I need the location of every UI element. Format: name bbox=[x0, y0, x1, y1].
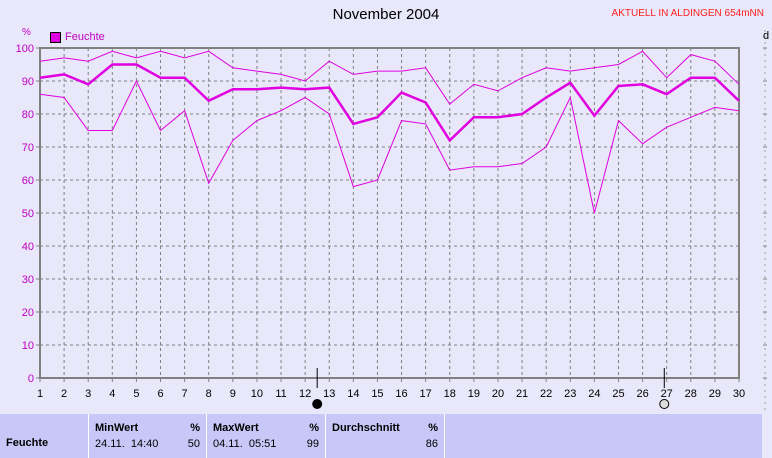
y-tick-label: 40 bbox=[22, 241, 34, 253]
x-tick-label: 3 bbox=[85, 388, 91, 400]
x-tick-label: 9 bbox=[230, 388, 236, 400]
x-tick-label: 29 bbox=[709, 388, 721, 400]
x-tick-label: 5 bbox=[133, 388, 139, 400]
y-tick-label: 90 bbox=[22, 76, 34, 88]
x-tick-label: 30 bbox=[733, 388, 745, 400]
min-time: 24.11. 14:40 bbox=[95, 438, 159, 450]
x-tick-label: 2 bbox=[61, 388, 67, 400]
max-unit: % bbox=[309, 422, 319, 434]
x-tick-label: 8 bbox=[206, 388, 212, 400]
min-value: 50 bbox=[187, 438, 200, 450]
x-tick-label: 24 bbox=[588, 388, 600, 400]
status-text: AKTUELL IN ALDINGEN 654mNN bbox=[611, 8, 764, 19]
full-moon-icon bbox=[659, 399, 670, 409]
y-axis-unit: % bbox=[22, 27, 31, 38]
x-tick-label: 28 bbox=[685, 388, 697, 400]
x-tick-label: 23 bbox=[564, 388, 576, 400]
max-time: 04.11. 05:51 bbox=[213, 438, 277, 450]
x-tick-label: 19 bbox=[468, 388, 480, 400]
row-label-cell: Feuchte bbox=[0, 414, 89, 458]
x-tick-label: 1 bbox=[37, 388, 43, 400]
y-tick-label: 30 bbox=[22, 274, 34, 286]
x-tick-label: 15 bbox=[371, 388, 383, 400]
x-tick-label: 20 bbox=[492, 388, 504, 400]
x-tick-label: 26 bbox=[636, 388, 648, 400]
max-cell: MaxWert % 04.11. 05:51 99 bbox=[207, 414, 326, 458]
y-tick-label: 80 bbox=[22, 109, 34, 121]
x-tick-label: 25 bbox=[612, 388, 624, 400]
legend-label: Feuchte bbox=[65, 31, 105, 43]
min-cell: MinWert % 24.11. 14:40 50 bbox=[89, 414, 207, 458]
x-tick-label: 6 bbox=[157, 388, 163, 400]
row-label: Feuchte bbox=[6, 437, 49, 449]
x-tick-label: 11 bbox=[275, 388, 286, 400]
y-tick-label: 20 bbox=[22, 307, 34, 319]
x-tick-label: 13 bbox=[323, 388, 335, 400]
min-unit: % bbox=[190, 422, 200, 434]
legend: Feuchte bbox=[50, 31, 105, 43]
right-axis-label: d bbox=[763, 30, 770, 42]
y-tick-label: 60 bbox=[22, 175, 34, 187]
y-tick-label: 70 bbox=[22, 142, 34, 154]
x-tick-label: 16 bbox=[395, 388, 407, 400]
legend-swatch bbox=[50, 31, 61, 43]
x-tick-label: 4 bbox=[109, 388, 115, 400]
avg-cell: Durchschnitt % 86 bbox=[326, 414, 445, 458]
y-tick-label: 10 bbox=[22, 340, 34, 352]
series-line-1 bbox=[39, 50, 740, 105]
avg-header: Durchschnitt bbox=[332, 422, 400, 434]
x-tick-label: 7 bbox=[182, 388, 188, 400]
max-header: MaxWert bbox=[213, 422, 259, 434]
avg-unit: % bbox=[428, 422, 438, 434]
x-tick-label: 27 bbox=[661, 388, 673, 400]
y-tick-label: 50 bbox=[22, 208, 34, 220]
min-header: MinWert bbox=[95, 422, 139, 434]
new-moon-icon bbox=[312, 399, 323, 409]
x-tick-label: 17 bbox=[420, 388, 432, 400]
y-tick-label: 100 bbox=[16, 43, 34, 55]
avg-value: 86 bbox=[425, 438, 438, 450]
series-line-feuchte bbox=[39, 63, 740, 143]
x-tick-label: 12 bbox=[299, 388, 311, 400]
x-tick-label: 21 bbox=[516, 388, 528, 400]
x-tick-label: 18 bbox=[444, 388, 456, 400]
max-value: 99 bbox=[306, 438, 319, 450]
x-tick-label: 10 bbox=[251, 388, 263, 400]
chart-title: November 2004 bbox=[332, 6, 440, 23]
series-line-2 bbox=[39, 79, 740, 214]
x-tick-label: 14 bbox=[347, 388, 359, 400]
stats-table: Feuchte MinWert % 24.11. 14:40 50 MaxWer… bbox=[0, 414, 762, 458]
x-tick-label: 22 bbox=[540, 388, 552, 400]
y-tick-label: 0 bbox=[28, 373, 34, 385]
